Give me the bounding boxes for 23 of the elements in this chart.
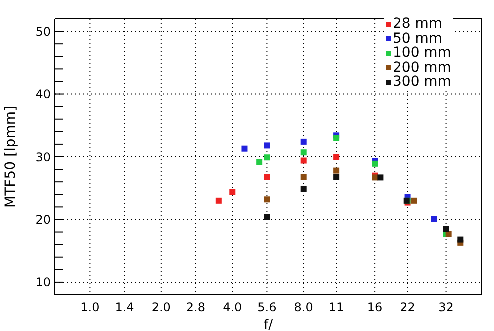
x-tick-label: 1.0 (80, 300, 100, 315)
legend-label: 100 mm (393, 45, 452, 61)
y-tick-label: 30 (36, 150, 51, 164)
x-tick-label: 32 (438, 300, 454, 315)
legend-label: 300 mm (393, 74, 452, 90)
x-tick-label: 1.4 (115, 300, 134, 315)
x-tick-label: 2.8 (186, 300, 206, 315)
x-tick-label: 4.0 (223, 300, 242, 315)
legend-label: 50 mm (393, 30, 443, 46)
legend-label: 200 mm (393, 60, 452, 76)
y-tick-label: 20 (36, 212, 51, 227)
x-tick-label: 16 (367, 300, 383, 315)
y-tick-label: 40 (36, 88, 51, 102)
x-tick-label: 11 (328, 300, 344, 315)
x-tick-label: 5.6 (258, 300, 277, 315)
legend-label: 28 mm (393, 16, 443, 32)
y-axis-title: MTF50 [lpmm] (2, 106, 19, 208)
y-tick-label: 50 (36, 24, 51, 39)
x-tick-label: 22 (400, 300, 416, 315)
x-axis-title: f/ (264, 318, 274, 331)
x-tick-label: 8.0 (294, 300, 314, 315)
y-tick-label: 10 (36, 276, 51, 290)
x-tick-label: 2.0 (152, 300, 171, 315)
